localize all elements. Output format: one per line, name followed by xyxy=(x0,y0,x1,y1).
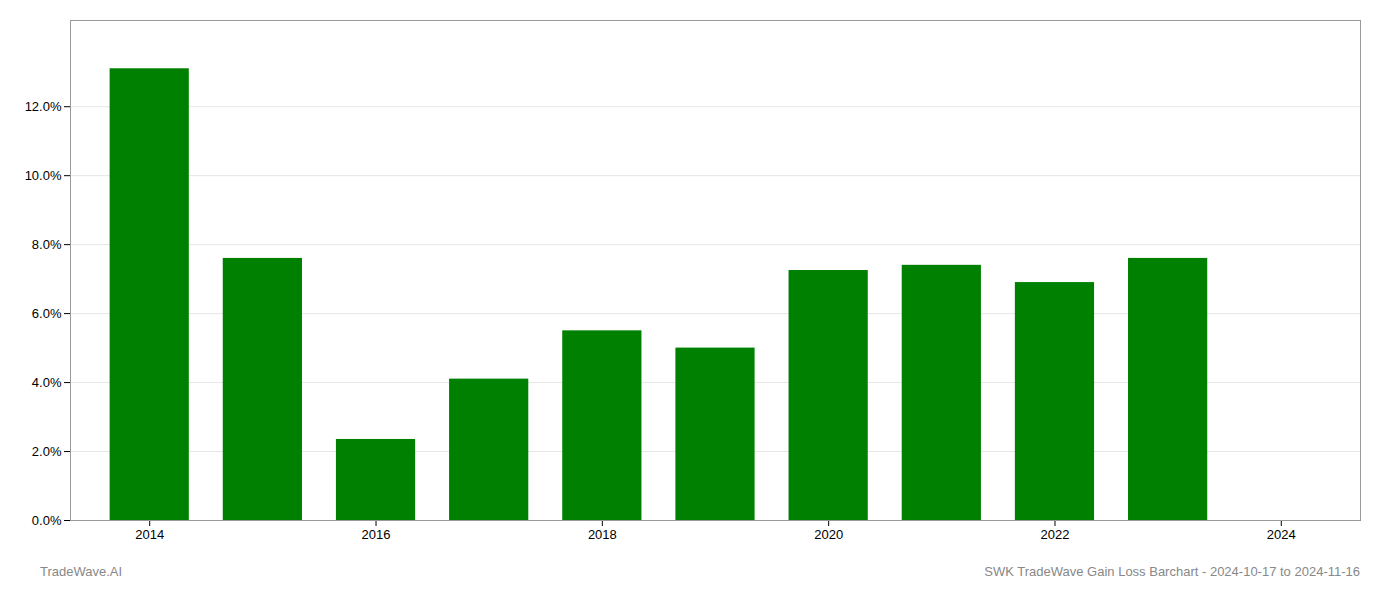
svg-text:2014: 2014 xyxy=(135,527,164,542)
svg-text:2016: 2016 xyxy=(362,527,391,542)
svg-text:0.0%: 0.0% xyxy=(32,513,62,528)
svg-text:2022: 2022 xyxy=(1041,527,1070,542)
svg-text:2018: 2018 xyxy=(588,527,617,542)
svg-text:2020: 2020 xyxy=(814,527,843,542)
html-text:TradeWave.AI: TradeWave.AI xyxy=(40,564,123,579)
svg-text:4.0%: 4.0% xyxy=(32,375,62,390)
svg-text:10.0%: 10.0% xyxy=(25,168,62,183)
svg-text:12.0%: 12.0% xyxy=(25,99,62,114)
svg-text:8.0%: 8.0% xyxy=(32,237,62,252)
html-text:SWK TradeWave Gain Loss Barcha: SWK TradeWave Gain Loss Barchart - 2024-… xyxy=(984,564,1360,579)
svg-text:2024: 2024 xyxy=(1267,527,1296,542)
svg-text:6.0%: 6.0% xyxy=(32,306,62,321)
svg-text:2.0%: 2.0% xyxy=(32,444,62,459)
